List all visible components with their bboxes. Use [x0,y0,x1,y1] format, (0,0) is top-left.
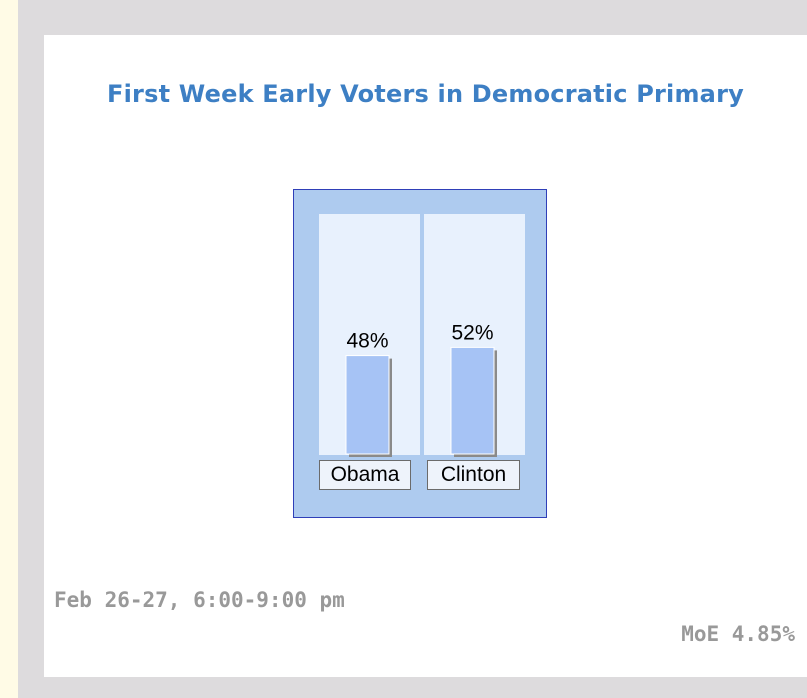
value-label-clinton: 52% [451,321,493,344]
bar-clinton [450,346,495,455]
poll-date: Feb 26-27, 6:00-9:00 pm [54,588,345,612]
margin-of-error: MoE 4.85% [681,622,795,646]
category-label-obama: Obama [319,460,411,490]
poll-panel: First Week Early Voters in Democratic Pr… [44,35,807,677]
value-label-obama: 48% [346,330,388,353]
chart-title: First Week Early Voters in Democratic Pr… [107,80,744,108]
bar-chart: 48% 52% [319,214,525,457]
category-label-clinton: Clinton [427,460,520,490]
left-edge-strip [0,0,18,698]
chart-frame: 48% 52% Obama Clinton [293,189,547,518]
bar-obama [345,355,390,455]
